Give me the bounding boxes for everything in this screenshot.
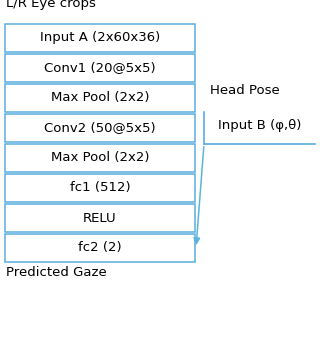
Text: RELU: RELU bbox=[83, 211, 117, 224]
Bar bbox=[5, 174, 195, 202]
Text: Input A (2x60x36): Input A (2x60x36) bbox=[40, 31, 160, 44]
Text: Conv1 (20@5x5): Conv1 (20@5x5) bbox=[44, 62, 156, 75]
Bar bbox=[5, 114, 195, 142]
Text: Input B (φ,θ): Input B (φ,θ) bbox=[218, 119, 301, 132]
Bar bbox=[5, 144, 195, 172]
Text: fc1 (512): fc1 (512) bbox=[70, 182, 130, 195]
Text: Max Pool (2x2): Max Pool (2x2) bbox=[51, 152, 149, 165]
Bar bbox=[5, 54, 195, 82]
Bar bbox=[5, 204, 195, 232]
Text: fc2 (2): fc2 (2) bbox=[78, 241, 122, 254]
Text: L/R Eye crops: L/R Eye crops bbox=[6, 0, 96, 10]
Bar bbox=[5, 24, 195, 52]
Bar bbox=[5, 234, 195, 262]
Text: Conv2 (50@5x5): Conv2 (50@5x5) bbox=[44, 121, 156, 134]
Text: Max Pool (2x2): Max Pool (2x2) bbox=[51, 92, 149, 105]
Text: Head Pose: Head Pose bbox=[210, 83, 280, 96]
Bar bbox=[5, 84, 195, 112]
Text: Predicted Gaze: Predicted Gaze bbox=[6, 266, 107, 279]
